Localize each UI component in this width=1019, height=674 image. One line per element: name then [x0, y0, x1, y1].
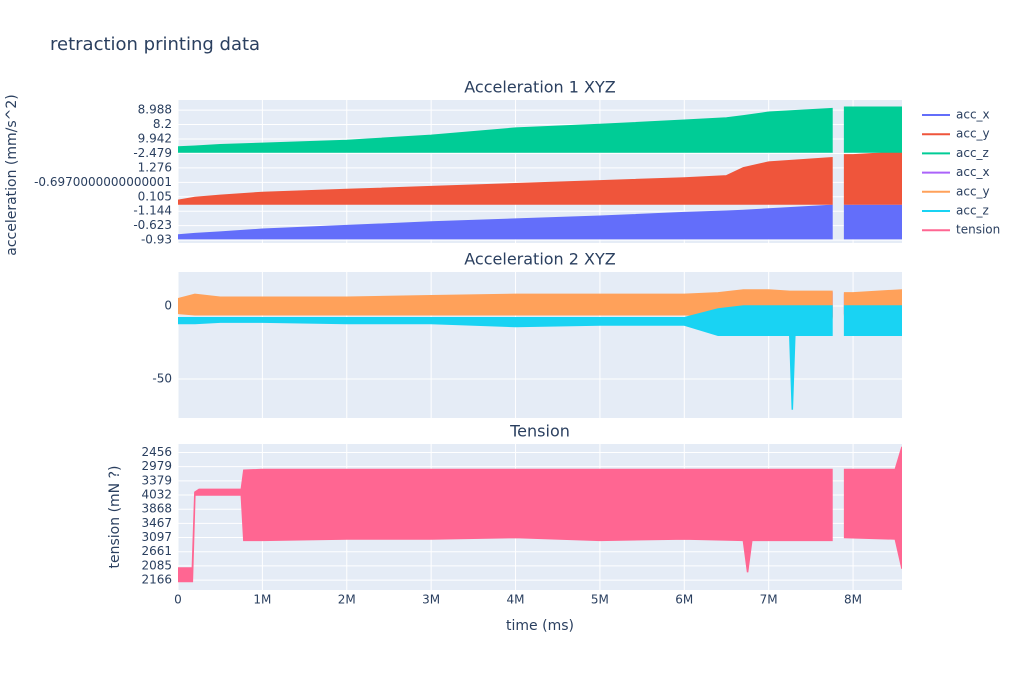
y-tick-label: 2085 — [141, 558, 172, 572]
y-tick-label: 2456 — [141, 445, 172, 459]
x-tick-label: 7M — [760, 593, 778, 607]
y-tick-label: 3379 — [141, 473, 172, 487]
legend-label: acc_z — [956, 146, 989, 160]
x-tick-label: 3M — [422, 593, 440, 607]
x-axis-title: time (ms) — [506, 618, 574, 634]
y-tick-label: 3097 — [141, 530, 172, 544]
y-tick-label: 2166 — [141, 573, 172, 587]
x-tick-label: 1M — [253, 593, 271, 607]
subplot-title: Tension — [509, 422, 570, 441]
y-tick-label: 1.276 — [138, 160, 172, 174]
y-tick-label: 8.2 — [153, 117, 172, 131]
figure-title: retraction printing data — [50, 34, 260, 55]
legend-label: acc_x — [956, 165, 990, 179]
legend-label: acc_x — [956, 108, 990, 122]
y-tick-label: -2.479 — [133, 146, 172, 160]
series-area — [178, 106, 902, 153]
y-axis-title: acceleration (mm/s^2) — [4, 94, 20, 256]
y-tick-label: 3868 — [141, 502, 172, 516]
y-tick-label: -0.623 — [133, 218, 172, 232]
x-tick-label: 4M — [507, 593, 525, 607]
y-axis-title: tension (mN ?) — [107, 466, 123, 569]
y-tick-label: -0.93 — [141, 233, 172, 247]
y-tick-label: 8.988 — [138, 103, 172, 117]
y-tick-label: 2979 — [141, 459, 172, 473]
x-tick-label: 8M — [844, 593, 862, 607]
y-tick-label: 9.942 — [138, 132, 172, 146]
series-area — [178, 151, 902, 205]
series-area — [178, 204, 902, 240]
y-tick-label: -0.6970000000000001 — [34, 175, 172, 189]
legend-label: tension — [956, 223, 1000, 237]
series-area — [178, 305, 902, 410]
y-tick-label: 0 — [164, 299, 172, 313]
y-tick-label: 2661 — [141, 544, 172, 558]
x-tick-label: 0 — [174, 593, 182, 607]
subplot-title: Acceleration 1 XYZ — [464, 78, 616, 97]
legend-label: acc_z — [956, 204, 989, 218]
legend-label: acc_y — [956, 184, 990, 198]
x-tick-label: 2M — [338, 593, 356, 607]
y-tick-label: -50 — [152, 372, 172, 386]
legend-label: acc_y — [956, 127, 990, 141]
x-tick-label: 6M — [675, 593, 693, 607]
y-tick-label: 0.105 — [138, 189, 172, 203]
subplot-title: Acceleration 2 XYZ — [464, 250, 616, 269]
y-tick-label: 3467 — [141, 516, 172, 530]
y-tick-label: 4032 — [141, 488, 172, 502]
x-tick-label: 5M — [591, 593, 609, 607]
y-tick-label: -1.144 — [133, 204, 172, 218]
series-area — [178, 446, 902, 583]
